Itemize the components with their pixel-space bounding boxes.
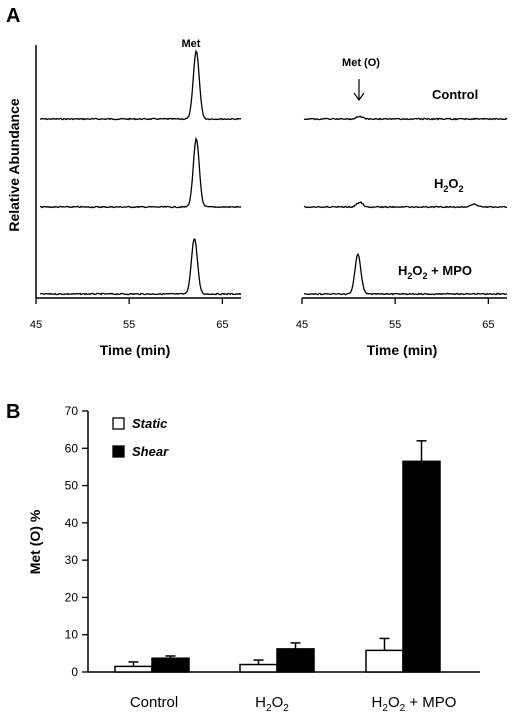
condition-label-control: Control [432,87,478,102]
bar-shear-3 [402,460,441,673]
y-tick-label: 20 [65,590,79,604]
chromatogram-trace-left-1 [39,49,242,121]
bar-y-label: Met (O) % [27,509,43,574]
condition-label-h2o2: H2O2 [434,176,464,194]
y-tick-label: 30 [65,553,79,567]
chromatogram-trace-left-3 [39,238,242,296]
right-x-label: Time (min) [367,342,438,358]
y-tick-label: 10 [65,628,79,642]
legend-shear-label: Shear [132,444,169,459]
x-tick-label: 45 [30,319,42,331]
category-label-h2o2: H2O2 [255,694,289,714]
y-tick-label: 50 [65,479,79,493]
chromatogram-left: Met Time (min) 45 55 65 [30,38,242,358]
x-tick-label: 65 [216,319,228,331]
legend-static-label: Static [132,416,168,431]
chromatogram-trace-left-2 [39,136,242,209]
y-tick-label: 60 [65,441,79,455]
y-tick-label: 0 [71,665,78,679]
panel-b-letter: B [6,401,20,423]
down-arrow-icon [353,79,365,102]
bar-static-2 [239,663,278,673]
condition-label-h2o2-mpo: H2O2 + MPO [398,263,472,281]
bar-shear-1 [151,657,190,673]
bar-shear-2 [276,648,315,673]
legend-shear-swatch [112,445,125,458]
x-tick-label: 55 [123,319,135,331]
met-o-peak-label: Met (O) [342,57,380,69]
x-tick-label: 45 [296,319,308,331]
panel-a-letter: A [6,5,20,27]
category-label-h2o2-mpo: H2O2 + MPO [372,694,457,714]
bar-static-1 [114,665,153,673]
legend-static-swatch [112,417,125,430]
x-tick-label: 65 [482,319,494,331]
category-label-control: Control [130,694,178,711]
y-tick-label: 70 [65,404,79,418]
relative-abundance-label: Relative Abundance [6,98,22,232]
left-x-label: Time (min) [100,342,171,358]
met-peak-label: Met [182,38,201,50]
bar-chart: Met (O) % 0 10 20 30 40 50 60 70 Control H2O2 H… [27,404,480,714]
chromatogram-trace-right-1 [303,115,508,121]
chromatogram-right: Met (O) Time (min) 45 55 65 Control H2O2 H… [296,57,508,358]
bar-static-3 [365,649,404,673]
legend: Static Shear [112,416,169,459]
chromatogram-trace-right-3 [303,252,508,296]
chromatogram-trace-right-2 [303,201,508,209]
y-tick-label: 40 [65,516,79,530]
x-tick-label: 55 [389,319,401,331]
